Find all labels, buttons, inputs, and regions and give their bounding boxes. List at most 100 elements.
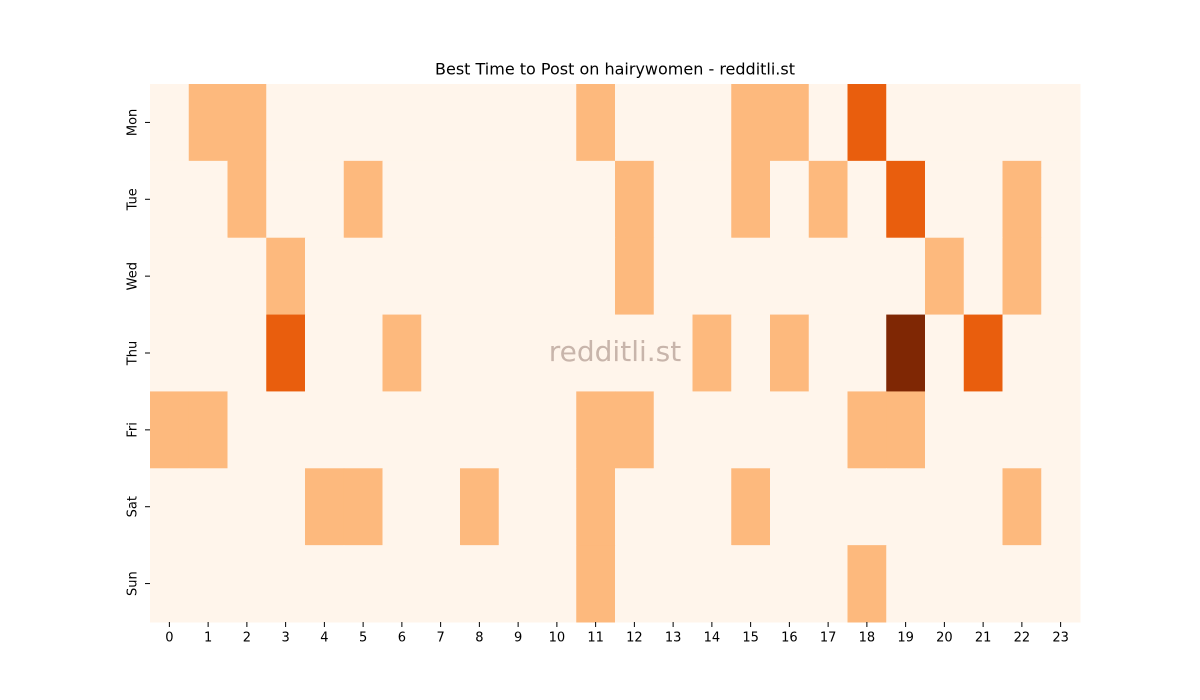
- heatmap-cell: [188, 237, 228, 316]
- heatmap-cell: [537, 160, 577, 239]
- heatmap-cell: [498, 314, 538, 392]
- heatmap-cell: [266, 237, 306, 316]
- heatmap-cell: [847, 314, 887, 392]
- heatmap-cell: [266, 391, 306, 469]
- x-tick-label: 11: [587, 631, 604, 646]
- heatmap-cell: [770, 545, 810, 623]
- heatmap-cell: [692, 237, 732, 316]
- x-tick-label: 20: [936, 631, 953, 646]
- heatmap-cell: [1041, 391, 1081, 469]
- x-tick-label: 12: [626, 631, 643, 646]
- heatmap-cell: [615, 237, 655, 316]
- chart-title: Best Time to Post on hairywomen - reddit…: [435, 60, 795, 79]
- heatmap-cell: [847, 391, 887, 469]
- heatmap-cell: [343, 468, 383, 546]
- heatmap-cell: [460, 237, 500, 316]
- heatmap-cell: [886, 237, 926, 316]
- heatmap-cell: [382, 314, 422, 392]
- heatmap-cell: [421, 160, 461, 239]
- heatmap-cell: [576, 468, 616, 546]
- heatmap-cell: [770, 314, 810, 392]
- x-tick-label: 13: [665, 631, 682, 646]
- heatmap-cell: [925, 545, 965, 623]
- heatmap-cell: [770, 237, 810, 316]
- heatmap-cell: [576, 84, 616, 162]
- heatmap-cell: [963, 84, 1003, 162]
- x-tick-label: 0: [165, 631, 173, 646]
- heatmap-cell: [615, 391, 655, 469]
- heatmap-cell: [498, 391, 538, 469]
- heatmap-cell: [847, 468, 887, 546]
- heatmap-cell: [1002, 314, 1042, 392]
- x-tick-label: 15: [742, 631, 759, 646]
- heatmap-cell: [1002, 160, 1042, 239]
- heatmap-cell: [615, 545, 655, 623]
- heatmap-cell: [1002, 391, 1042, 469]
- x-tick-label: 6: [398, 631, 406, 646]
- x-tick-label: 19: [897, 631, 914, 646]
- heatmap-cell: [537, 545, 577, 623]
- heatmap-cell: [188, 391, 228, 469]
- heatmap-cell: [382, 237, 422, 316]
- heatmap-cell: [653, 545, 693, 623]
- watermark: redditli.st: [549, 335, 681, 368]
- heatmap-cell: [886, 314, 926, 392]
- x-tick-label: 23: [1052, 631, 1069, 646]
- heatmap-cell: [653, 84, 693, 162]
- heatmap-cell: [1041, 545, 1081, 623]
- heatmap-cell: [808, 237, 848, 316]
- y-tick-label: Mon: [126, 109, 141, 136]
- heatmap-cell: [1041, 237, 1081, 316]
- heatmap-cell: [847, 545, 887, 623]
- heatmap-cell: [498, 468, 538, 546]
- heatmap-cell: [343, 314, 383, 392]
- heatmap-cell: [576, 314, 616, 392]
- heatmap-cell: [1002, 84, 1042, 162]
- heatmap-cell: [460, 391, 500, 469]
- heatmap-cell: [305, 545, 345, 623]
- heatmap-cell: [266, 545, 306, 623]
- heatmap-cell: [731, 391, 771, 469]
- x-tick-label: 21: [975, 631, 992, 646]
- x-tick-label: 8: [475, 631, 483, 646]
- heatmap-cell: [692, 314, 732, 392]
- heatmap-cell: [1002, 468, 1042, 546]
- heatmap-cell: [421, 314, 461, 392]
- heatmap-cell: [305, 237, 345, 316]
- heatmap-cell: [150, 84, 190, 162]
- heatmap-cell: [343, 545, 383, 623]
- heatmap-cell: [227, 391, 267, 469]
- heatmap-cell: [498, 84, 538, 162]
- heatmap-cell: [188, 468, 228, 546]
- heatmap-cell: [731, 84, 771, 162]
- heatmap-cell: [305, 84, 345, 162]
- heatmap-cell: [692, 160, 732, 239]
- heatmap-cell: [1002, 237, 1042, 316]
- x-tick-label: 14: [704, 631, 721, 646]
- x-tick-label: 3: [281, 631, 289, 646]
- y-tick-label: Wed: [126, 262, 141, 290]
- heatmap-cell: [963, 468, 1003, 546]
- heatmap-cell: [886, 468, 926, 546]
- heatmap-cell: [421, 391, 461, 469]
- heatmap-cell: [808, 160, 848, 239]
- heatmap-cell: [1041, 468, 1081, 546]
- x-tick-label: 5: [359, 631, 367, 646]
- heatmap-cell: [886, 545, 926, 623]
- heatmap-cell: [963, 237, 1003, 316]
- heatmap-cell: [382, 468, 422, 546]
- heatmap-cell: [227, 237, 267, 316]
- heatmap-cell: [886, 160, 926, 239]
- heatmap-cell: [343, 84, 383, 162]
- y-tick-label: Tue: [126, 188, 141, 211]
- heatmap-cell: [886, 84, 926, 162]
- heatmap-cell: [266, 314, 306, 392]
- heatmap-cell: [963, 545, 1003, 623]
- heatmap-cell: [227, 314, 267, 392]
- heatmap-cell: [847, 84, 887, 162]
- heatmap-cell: [227, 84, 267, 162]
- heatmap-cell: [227, 160, 267, 239]
- heatmap-cell: [188, 545, 228, 623]
- heatmap-cell: [731, 314, 771, 392]
- heatmap-cell: [537, 237, 577, 316]
